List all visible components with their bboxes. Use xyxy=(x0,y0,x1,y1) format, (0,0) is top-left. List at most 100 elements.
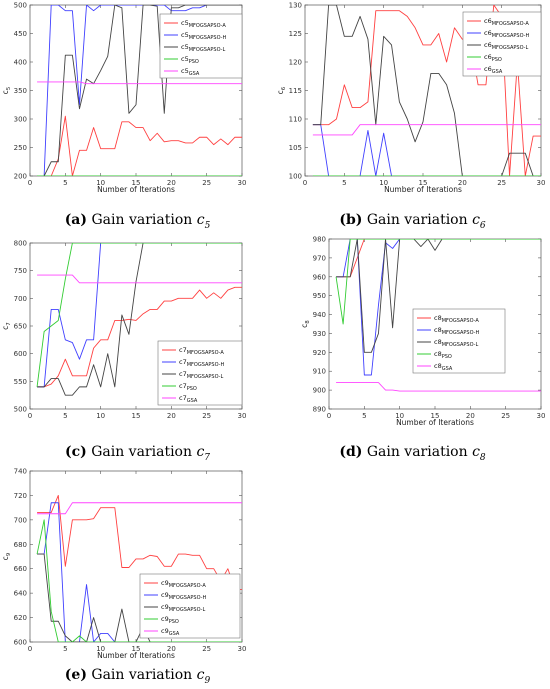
caption-c-symbol: c xyxy=(196,444,205,460)
y-tick-label: 200 xyxy=(14,173,27,181)
legend-entry: c9MFOGSAPSO-H xyxy=(161,591,206,601)
y-tick-label: 125 xyxy=(289,30,302,38)
y-tick-label: 740 xyxy=(14,468,27,476)
y-tick-label: 700 xyxy=(14,295,27,303)
y-axis-label: c6 xyxy=(276,86,287,94)
legend-box xyxy=(159,13,243,79)
caption-a-letter: (a) xyxy=(64,212,88,228)
caption-d-symbol: c xyxy=(472,444,480,460)
legend-entry: c5GSA xyxy=(181,67,200,77)
legend-entry: c5MFOGSAPSO-A xyxy=(181,19,226,29)
series-line-mfogsapso-h xyxy=(336,239,541,376)
caption-e-symbol: c xyxy=(196,667,205,683)
x-tick-label: 20 xyxy=(167,412,176,420)
x-tick-label: 10 xyxy=(96,645,105,653)
caption-e-subscript: 9 xyxy=(204,675,211,686)
y-tick-label: 100 xyxy=(289,173,302,181)
caption-d-letter: (d) xyxy=(339,444,363,460)
x-tick-label: 30 xyxy=(537,179,546,187)
x-tick-label: 15 xyxy=(431,412,440,420)
legend-entry: c8MFOGSAPSO-L xyxy=(434,338,478,348)
x-tick-label: 15 xyxy=(132,412,141,420)
caption-c-letter: (c) xyxy=(64,444,87,460)
x-tick-label: 5 xyxy=(63,179,67,187)
y-tick-label: 115 xyxy=(289,87,302,95)
y-tick-label: 930 xyxy=(313,330,326,338)
chart-panel-b: 0 5 10 15 20 25 30 100 105 110 115 120 125 130 Number … xyxy=(275,0,550,212)
y-tick-label: 120 xyxy=(289,59,302,67)
series-line-gsa xyxy=(37,274,242,284)
caption-e-letter: (e) xyxy=(64,667,87,683)
series-line-gsa xyxy=(312,124,541,136)
caption-d: (d) Gain variation c8 xyxy=(275,444,550,463)
caption-a: (a) Gain variation c5 xyxy=(0,212,275,231)
legend-entry: c7GSA xyxy=(179,394,198,404)
legend-entry: c7MFOGSAPSO-H xyxy=(179,358,224,368)
caption-a-subscript: 5 xyxy=(204,220,211,231)
x-tick-label: 0 xyxy=(28,645,32,653)
legend-entry: c5PSO xyxy=(181,55,199,65)
legend-entry: c5MFOGSAPSO-L xyxy=(181,43,225,53)
y-tick-label: 750 xyxy=(14,267,27,275)
series-line-mfogsapso-l xyxy=(336,239,541,353)
x-axis-label: Number of Iterations xyxy=(97,185,175,194)
chart-panel-a: 0 5 10 15 20 25 30 200 250 300 350 400 450 500 Number … xyxy=(0,0,275,212)
x-tick-label: 25 xyxy=(497,179,506,187)
caption-c-subscript: 7 xyxy=(204,452,211,463)
y-tick-label: 300 xyxy=(14,116,27,124)
y-axis-label: c7 xyxy=(1,322,12,330)
x-tick-label: 20 xyxy=(167,179,176,187)
series-line-gsa xyxy=(336,382,541,392)
legend-entry: c9MFOGSAPSO-L xyxy=(161,603,205,613)
y-tick-label: 960 xyxy=(313,273,326,281)
y-tick-label: 500 xyxy=(14,2,27,10)
y-tick-label: 130 xyxy=(289,2,302,10)
y-tick-label: 400 xyxy=(14,59,27,67)
x-tick-label: 5 xyxy=(63,412,67,420)
legend-box xyxy=(462,11,542,77)
x-tick-label: 30 xyxy=(537,412,546,420)
y-tick-label: 940 xyxy=(313,311,326,319)
chart-panel-e: 0 5 10 15 20 25 30 600 620 640 660 680 700 720 740 Numb… xyxy=(0,466,275,666)
series-line-mfogsapso-l xyxy=(37,5,242,176)
series-line-mfogsapso-h xyxy=(37,5,242,176)
y-axis-label: c8 xyxy=(300,320,311,328)
y-tick-label: 550 xyxy=(14,378,27,386)
caption-b-letter: (b) xyxy=(339,212,363,228)
legend-entry: c9GSA xyxy=(161,627,180,637)
x-tick-label: 15 xyxy=(132,645,141,653)
y-tick-label: 650 xyxy=(14,323,27,331)
x-tick-label: 20 xyxy=(466,412,475,420)
y-tick-label: 250 xyxy=(14,144,27,152)
series-line-gsa xyxy=(37,502,242,515)
caption-a-symbol: c xyxy=(196,212,205,228)
y-tick-label: 640 xyxy=(14,590,27,598)
caption-a-text: Gain variation xyxy=(91,212,193,228)
series-line-pso xyxy=(36,243,242,387)
y-tick-label: 900 xyxy=(313,387,326,395)
y-tick-label: 620 xyxy=(14,614,27,622)
x-tick-label: 25 xyxy=(202,179,211,187)
y-tick-label: 890 xyxy=(313,406,326,414)
series-line-mfogsapso-h xyxy=(37,243,242,388)
x-tick-label: 30 xyxy=(238,412,247,420)
legend-entry: c6MFOGSAPSO-H xyxy=(484,29,529,39)
y-tick-label: 910 xyxy=(313,368,326,376)
x-tick-label: 30 xyxy=(238,179,247,187)
x-tick-label: 5 xyxy=(362,412,366,420)
caption-e-text: Gain variation xyxy=(91,667,193,683)
x-tick-label: 10 xyxy=(96,412,105,420)
y-tick-label: 660 xyxy=(14,565,27,573)
x-axis-label: Number of Iterations xyxy=(97,651,175,660)
legend-entry: c8GSA xyxy=(434,362,453,372)
y-tick-label: 500 xyxy=(14,406,27,414)
series-line-mfogsapso-l xyxy=(37,553,242,642)
series-line-mfogsapso-a xyxy=(37,115,242,176)
x-tick-label: 20 xyxy=(458,179,467,187)
legend-box xyxy=(157,340,243,406)
x-tick-label: 15 xyxy=(419,179,428,187)
legend-entry: c6PSO xyxy=(484,53,502,63)
caption-c: (c) Gain variation c7 xyxy=(0,444,275,463)
y-tick-label: 980 xyxy=(313,236,326,244)
y-tick-label: 110 xyxy=(289,116,302,124)
